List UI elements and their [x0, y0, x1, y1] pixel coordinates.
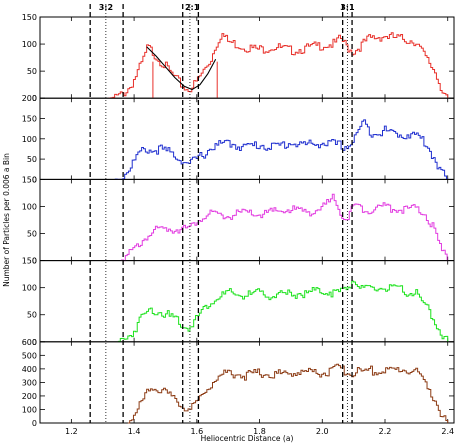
panel-frame	[39, 16, 455, 99]
panel-4: 0 50 100 150	[22, 257, 455, 347]
resonance-lines: 3:2 2:1 3:1	[89, 3, 355, 423]
x-tick-label: 1.4	[128, 427, 141, 436]
y-tick-label: 500	[22, 351, 37, 360]
y-tick-label: 100	[22, 405, 37, 414]
histogram-series-4	[117, 280, 449, 342]
x-tick-label: 1.6	[190, 427, 203, 436]
histogram-series-2	[114, 119, 449, 180]
y-tick-label: 100	[22, 284, 37, 293]
y-tick-label: 200	[22, 392, 37, 401]
y-tick-label: 100	[22, 40, 37, 49]
panel-frame	[39, 178, 455, 262]
x-tick-label: 1.8	[253, 427, 266, 436]
panel-5: 0 100 200 300 400 500 600	[22, 338, 455, 428]
y-tick-label: 150	[22, 257, 37, 266]
y-tick-label: 300	[22, 378, 37, 387]
y-tick-label: 0	[32, 257, 37, 266]
resonance-label: 2:1	[185, 3, 200, 12]
x-tick-label: 2.0	[316, 427, 329, 436]
y-tick-label: 50	[27, 67, 37, 76]
y-tick-label: 50	[27, 230, 37, 239]
x-tick-label: 2.2	[379, 427, 392, 436]
y-tick-label: 400	[22, 365, 37, 374]
panel-1: 0 50 100 150	[22, 13, 455, 103]
x-axis-title: Heliocentric Distance (a)	[201, 434, 294, 443]
y-tick-label: 150	[22, 13, 37, 22]
histogram-series-3	[121, 193, 448, 262]
panel-frame	[39, 341, 455, 424]
panel-2: 0 50 100 150 200	[22, 94, 455, 184]
y-axis-title: Number of Particles per 0.006 a Bin	[2, 153, 11, 287]
y-tick-label: 100	[22, 135, 37, 144]
resonance-label: 3:2	[99, 3, 113, 12]
x-tick-label: 2.4	[441, 427, 454, 436]
panel-3: 0 50 100 150	[22, 175, 455, 266]
y-tick-label: 0	[32, 419, 37, 428]
y-tick-label: 200	[22, 94, 37, 103]
x-axis: 1.2 1.4 1.6 1.8 2.0 2.2 2.4	[65, 427, 454, 436]
histogram-series-5	[127, 363, 449, 424]
x-tick-label: 1.2	[65, 427, 78, 436]
panel-frame	[39, 260, 455, 343]
resonance-label: 3:1	[340, 3, 355, 12]
y-tick-label: 0	[32, 94, 37, 103]
y-tick-label: 150	[22, 175, 37, 184]
fit-curve	[146, 46, 217, 91]
y-tick-label: 50	[27, 311, 37, 320]
y-tick-label: 0	[32, 175, 37, 184]
histogram-series-1	[108, 32, 449, 99]
y-tick-label: 50	[27, 155, 37, 164]
y-tick-label: 100	[22, 202, 37, 211]
y-tick-label: 150	[22, 115, 37, 124]
y-tick-label: 0	[32, 338, 37, 347]
panel-frame	[39, 97, 455, 180]
y-tick-label: 600	[22, 338, 37, 347]
panels-layer: 0501001500501001502000501001500501001500…	[22, 13, 455, 428]
